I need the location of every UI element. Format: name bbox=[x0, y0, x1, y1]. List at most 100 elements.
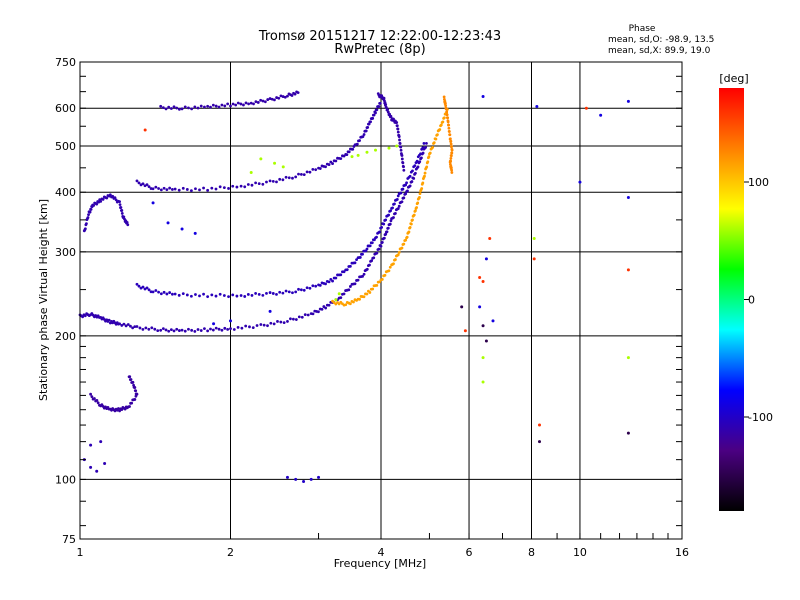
echo-point bbox=[122, 322, 126, 326]
echo-point bbox=[235, 294, 239, 298]
echo-point bbox=[222, 294, 226, 297]
echo-point bbox=[135, 325, 139, 328]
chart-title: Tromsø 20151217 12:22:00-12:23:43 bbox=[258, 29, 501, 44]
echo-point bbox=[133, 398, 137, 401]
echo-point bbox=[386, 226, 390, 230]
echo-point bbox=[393, 202, 396, 206]
echo-point bbox=[291, 317, 295, 321]
echo-point bbox=[252, 102, 255, 106]
echo-point bbox=[250, 294, 254, 297]
echo-point bbox=[183, 105, 187, 109]
echo-point bbox=[291, 176, 294, 180]
echo-point bbox=[194, 293, 197, 296]
echo-point bbox=[147, 327, 151, 331]
echo-point bbox=[126, 223, 130, 227]
echo-point bbox=[119, 206, 123, 209]
echo-point bbox=[318, 283, 322, 287]
echo-point bbox=[243, 185, 247, 189]
echo-point bbox=[378, 280, 382, 284]
echo-point bbox=[302, 173, 306, 177]
echo-point bbox=[223, 326, 227, 330]
echo-point bbox=[402, 168, 406, 172]
echo-point bbox=[389, 219, 393, 223]
echo-point bbox=[308, 286, 312, 290]
echo-point bbox=[397, 251, 401, 254]
echo-point bbox=[89, 443, 93, 447]
echo-point bbox=[118, 322, 121, 326]
echo-point bbox=[386, 108, 390, 112]
echo-point bbox=[375, 108, 379, 112]
echo-point bbox=[141, 182, 145, 186]
echo-point bbox=[379, 244, 383, 248]
echo-point bbox=[83, 314, 87, 318]
echo-point bbox=[131, 326, 135, 330]
echo-point bbox=[157, 290, 160, 294]
echo-point bbox=[302, 288, 306, 292]
echo-point bbox=[210, 186, 214, 190]
echo-point bbox=[196, 328, 200, 331]
echo-point bbox=[284, 289, 288, 293]
echo-point bbox=[198, 188, 201, 192]
echo-point bbox=[122, 215, 126, 219]
echo-point bbox=[276, 320, 279, 323]
echo-point bbox=[351, 147, 355, 151]
echo-point bbox=[89, 465, 93, 469]
echo-point bbox=[87, 213, 90, 217]
echo-point bbox=[425, 165, 429, 169]
echo-point bbox=[370, 241, 374, 245]
echo-point bbox=[369, 120, 372, 124]
echo-point bbox=[226, 102, 230, 106]
echo-point bbox=[416, 165, 420, 169]
echo-point bbox=[447, 126, 451, 130]
echo-point bbox=[331, 279, 334, 283]
echo-point bbox=[259, 98, 263, 102]
data-points bbox=[78, 90, 630, 483]
echo-point bbox=[419, 152, 422, 156]
echo-point bbox=[128, 378, 132, 382]
echo-point bbox=[481, 94, 485, 98]
echo-point bbox=[105, 196, 109, 200]
colorbar-tick-label: 0 bbox=[748, 294, 755, 307]
echo-point bbox=[154, 185, 158, 189]
echo-point bbox=[450, 151, 454, 155]
echo-point bbox=[395, 124, 399, 128]
echo-point bbox=[626, 195, 630, 199]
echo-point bbox=[263, 100, 267, 104]
echo-point bbox=[296, 91, 300, 95]
echo-point bbox=[353, 282, 357, 286]
echo-point bbox=[299, 172, 303, 176]
echo-point bbox=[175, 327, 179, 331]
echo-point bbox=[172, 329, 176, 333]
echo-point bbox=[353, 261, 357, 265]
echo-point bbox=[382, 236, 386, 240]
echo-point bbox=[450, 168, 454, 172]
echo-point bbox=[448, 130, 451, 133]
echo-point bbox=[143, 128, 147, 132]
echo-point bbox=[318, 167, 322, 170]
echo-point bbox=[124, 324, 128, 328]
echo-point bbox=[402, 242, 406, 246]
echo-point bbox=[177, 293, 181, 297]
echo-point bbox=[447, 123, 451, 127]
x-axis-label: Frequency [MHz] bbox=[334, 557, 426, 570]
echo-point bbox=[626, 99, 630, 103]
echo-point bbox=[209, 105, 212, 109]
echo-point bbox=[239, 294, 243, 297]
echo-point bbox=[138, 326, 142, 330]
echo-point bbox=[231, 184, 235, 188]
echo-point bbox=[273, 161, 277, 165]
echo-point bbox=[306, 313, 310, 317]
echo-point bbox=[395, 198, 399, 201]
echo-point bbox=[365, 247, 369, 251]
echo-point bbox=[85, 222, 88, 226]
echo-point bbox=[231, 293, 235, 297]
echo-point bbox=[88, 210, 92, 214]
echo-point bbox=[165, 188, 169, 192]
echo-point bbox=[86, 216, 90, 219]
echo-point bbox=[203, 327, 206, 331]
echo-point bbox=[387, 146, 391, 150]
echo-point bbox=[481, 324, 485, 328]
echo-point bbox=[113, 196, 117, 200]
echo-point bbox=[111, 194, 115, 198]
echo-point bbox=[206, 104, 210, 108]
